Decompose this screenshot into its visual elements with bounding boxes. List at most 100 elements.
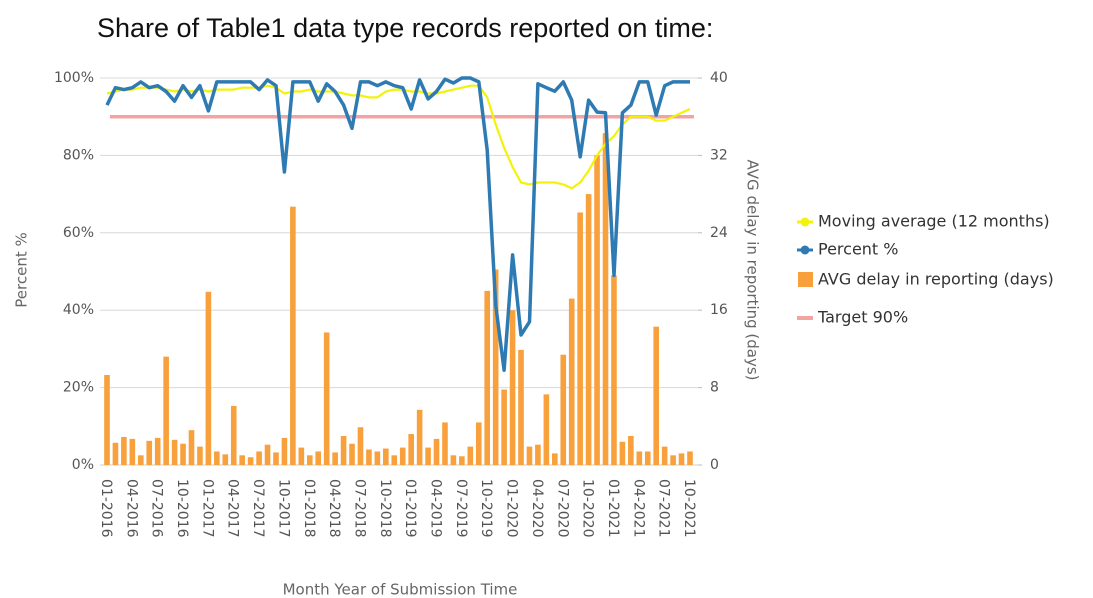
bar <box>154 437 161 465</box>
line <box>106 84 691 190</box>
bar <box>568 298 575 465</box>
bar <box>492 269 499 465</box>
bar <box>171 439 178 465</box>
bar <box>129 438 136 465</box>
bar <box>332 452 338 465</box>
bar <box>687 451 693 465</box>
x-tick-label: 10-2021 <box>681 479 697 538</box>
bar <box>484 290 491 465</box>
bar <box>306 455 313 465</box>
line <box>105 76 690 372</box>
x-tick-label: 07-2017 <box>250 479 266 538</box>
bar <box>653 326 660 465</box>
bar <box>163 356 169 465</box>
legend-marker <box>800 245 810 255</box>
x-tick-label: 10-2020 <box>580 479 596 538</box>
bar <box>273 452 279 465</box>
bar <box>357 427 364 465</box>
y-tick-label: 20% <box>63 380 94 396</box>
bar <box>281 437 288 465</box>
chart-title: Share of Table1 data type records report… <box>97 13 713 43</box>
bar <box>146 440 153 465</box>
bar <box>475 422 482 465</box>
bar <box>205 291 212 465</box>
bar <box>552 453 558 465</box>
legend-label: Moving average (12 months) <box>818 212 1050 231</box>
bar <box>222 454 229 465</box>
y-tick-label: 40% <box>63 302 94 318</box>
bar <box>416 409 423 465</box>
y-tick-label: 60% <box>63 225 94 241</box>
x-tick-label: 01-2019 <box>402 479 418 538</box>
x-axis-label: Month Year of Submission Time <box>283 581 518 598</box>
legend-label: Percent % <box>818 240 899 259</box>
bar <box>399 447 406 465</box>
bar <box>467 446 474 465</box>
bar <box>450 455 457 465</box>
x-tick-label: 10-2016 <box>174 479 190 538</box>
bar <box>374 451 381 465</box>
x-tick-label: 07-2020 <box>554 479 570 538</box>
bar <box>340 435 347 465</box>
bar <box>585 194 592 465</box>
bar <box>137 455 144 465</box>
x-tick-label: 10-2018 <box>377 479 393 538</box>
x-tick-label: 04-2018 <box>326 479 342 538</box>
x-tick-label: 01-2018 <box>301 479 317 538</box>
bar <box>518 349 524 465</box>
y2-tick-label: 40 <box>710 70 728 86</box>
bar <box>383 448 389 465</box>
legend-marker <box>798 272 813 287</box>
bar <box>247 457 254 465</box>
bar <box>594 155 600 465</box>
bar <box>239 455 245 465</box>
bar <box>543 394 550 465</box>
y2-axis-label: AVG delay in reporting (days) <box>744 159 762 380</box>
x-tick-label: 01-2021 <box>605 479 621 538</box>
y2-tick-label: 32 <box>710 147 728 163</box>
bar <box>611 275 617 465</box>
bar <box>433 438 440 465</box>
bar <box>636 451 643 465</box>
bar <box>104 375 110 465</box>
legend-label: Target 90% <box>817 308 908 327</box>
bar <box>298 447 305 465</box>
bar <box>577 212 583 465</box>
bar <box>425 447 431 465</box>
y2-tick-label: 0 <box>710 457 719 473</box>
x-tick-label: 01-2020 <box>504 479 520 538</box>
x-tick-label: 07-2018 <box>351 479 367 538</box>
bar <box>619 441 626 465</box>
bar <box>264 444 271 465</box>
x-tick-label: 07-2016 <box>149 479 165 538</box>
x-tick-label: 10-2017 <box>275 479 291 538</box>
bar <box>290 206 296 466</box>
bar <box>214 451 220 465</box>
bar <box>459 456 465 465</box>
bar <box>256 451 262 465</box>
bar <box>188 430 195 465</box>
bar <box>628 435 634 465</box>
y2-tick-label: 16 <box>710 302 728 318</box>
bar <box>661 446 668 465</box>
y2-tick-label: 24 <box>710 225 728 241</box>
bar <box>509 310 516 465</box>
bar <box>560 354 567 465</box>
bar <box>180 443 186 465</box>
bar <box>391 455 398 465</box>
bar <box>230 405 237 465</box>
bar <box>121 436 127 465</box>
bar <box>408 434 414 465</box>
x-tick-label: 04-2020 <box>529 479 545 538</box>
bar <box>526 446 533 465</box>
x-tick-label: 07-2019 <box>453 479 469 538</box>
bar <box>501 389 507 465</box>
bar <box>670 455 676 465</box>
y-tick-label: 0% <box>72 457 94 473</box>
x-tick-label: 04-2016 <box>123 479 139 538</box>
bar <box>112 442 119 465</box>
y2-tick-label: 8 <box>710 380 719 396</box>
bar <box>535 444 541 465</box>
bar <box>602 133 609 465</box>
